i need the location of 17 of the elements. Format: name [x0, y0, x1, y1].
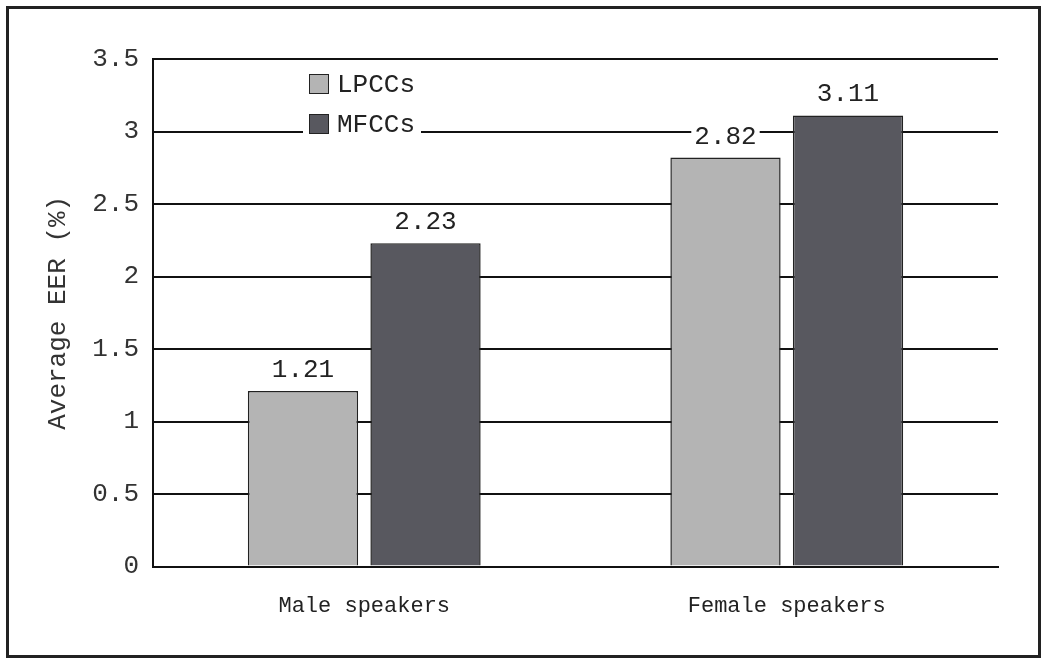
x-tick-label: Male speakers [278, 593, 451, 619]
y-tick-label: 3.5 [92, 43, 140, 74]
data-label: 3.11 [816, 79, 880, 110]
y-tick-label: 2 [123, 261, 140, 292]
legend-label: MFCCs [336, 109, 416, 142]
legend-label: LPCCs [336, 69, 416, 102]
x-tick-label: Female speakers [687, 593, 886, 619]
y-tick-label: 0.5 [92, 478, 140, 509]
y-axis-title: Average EER (%) [43, 195, 74, 430]
y-tick-label: 2.5 [92, 188, 140, 219]
data-label: 2.82 [694, 121, 757, 152]
y-tick-label: 1.5 [92, 333, 140, 364]
y-tick-label: 1 [123, 406, 140, 437]
y-tick-label: 0 [123, 551, 140, 582]
y-tick-label: 3 [123, 116, 140, 147]
data-label: 1.21 [271, 355, 335, 386]
data-label: 2.23 [394, 207, 457, 238]
